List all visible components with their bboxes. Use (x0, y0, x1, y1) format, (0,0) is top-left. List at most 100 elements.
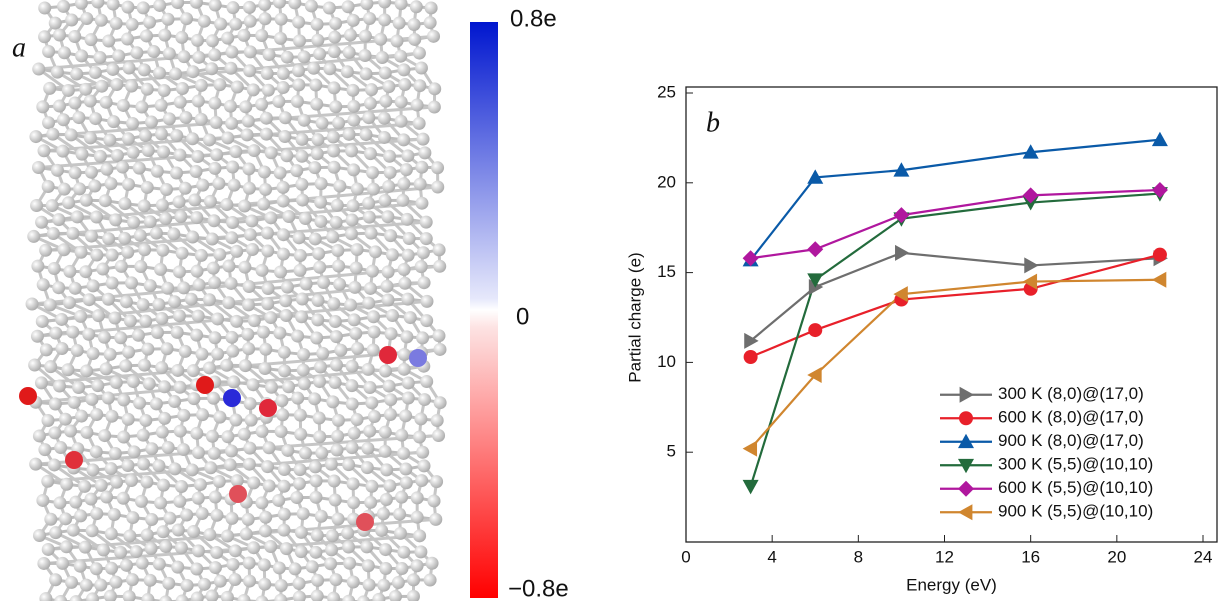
atom (314, 195, 328, 209)
atom (93, 149, 107, 163)
atom (175, 246, 189, 260)
atom (119, 359, 133, 373)
atom (260, 67, 274, 81)
atom (196, 408, 210, 422)
atom (382, 80, 396, 94)
atom (213, 410, 227, 424)
atom (109, 376, 123, 390)
atom (278, 111, 292, 125)
atom (276, 247, 290, 261)
marker (1022, 273, 1038, 290)
atom (159, 182, 173, 196)
atom (276, 180, 290, 194)
atom (292, 477, 306, 491)
atom (99, 362, 113, 376)
atom (193, 478, 207, 492)
atom (177, 50, 191, 64)
atom (242, 556, 256, 570)
atom (276, 408, 290, 422)
atom (363, 380, 377, 394)
atom (274, 265, 288, 279)
atom (226, 160, 240, 174)
atom (432, 429, 446, 443)
atom (327, 591, 341, 601)
atom (173, 148, 187, 162)
atom (73, 182, 87, 196)
atom (89, 445, 103, 459)
atom (210, 545, 224, 559)
atom (311, 33, 325, 47)
atom (332, 259, 346, 273)
atom (383, 408, 397, 422)
atom (308, 392, 322, 406)
atom (366, 182, 380, 196)
atom (313, 360, 327, 374)
atom (191, 94, 205, 108)
atom (327, 45, 341, 59)
atom (291, 391, 305, 405)
atom (257, 165, 271, 179)
atom (363, 281, 377, 295)
atom (334, 343, 348, 357)
atom (272, 561, 286, 575)
atom (381, 210, 395, 224)
atom (116, 491, 130, 505)
atom (79, 265, 93, 279)
atom (247, 541, 261, 555)
atom (362, 296, 376, 310)
atom (50, 163, 64, 177)
atom (52, 99, 66, 113)
atom (194, 112, 208, 126)
atom (261, 460, 275, 474)
series-line (749, 138, 1161, 261)
atom (74, 0, 88, 10)
atom (133, 396, 147, 410)
atom (174, 541, 188, 555)
atom (175, 30, 189, 44)
atom (279, 542, 293, 556)
atom (415, 474, 429, 488)
atom (397, 362, 411, 376)
atom (138, 243, 152, 257)
atom (397, 545, 411, 559)
atom (247, 476, 261, 490)
atom (433, 342, 447, 356)
atom (413, 79, 427, 93)
atom (309, 78, 323, 92)
atom (140, 82, 154, 96)
atom (427, 494, 441, 508)
atom (196, 178, 210, 192)
atom (310, 331, 324, 345)
atom (273, 166, 287, 180)
atom (230, 244, 244, 258)
atom (155, 361, 169, 375)
atom (159, 212, 173, 226)
atom (365, 396, 379, 410)
atom (173, 494, 187, 508)
atom (191, 33, 205, 47)
atom (381, 265, 395, 279)
atom (170, 129, 184, 143)
atom (243, 574, 257, 588)
atom (152, 459, 166, 473)
atom (330, 198, 344, 212)
atom (158, 28, 172, 42)
atom (413, 529, 427, 543)
atom (292, 15, 306, 29)
atom (55, 312, 69, 326)
atom (257, 197, 271, 211)
atom (155, 425, 169, 439)
atom (273, 0, 287, 9)
atom (177, 408, 191, 422)
atom (297, 347, 311, 361)
atom (31, 160, 45, 174)
atom (329, 16, 343, 30)
atom (38, 1, 52, 15)
atom (163, 511, 177, 525)
atom (343, 28, 357, 42)
atom (97, 330, 111, 344)
atom (180, 12, 194, 26)
atom (185, 132, 199, 146)
atom (176, 443, 190, 457)
atom (346, 477, 360, 491)
